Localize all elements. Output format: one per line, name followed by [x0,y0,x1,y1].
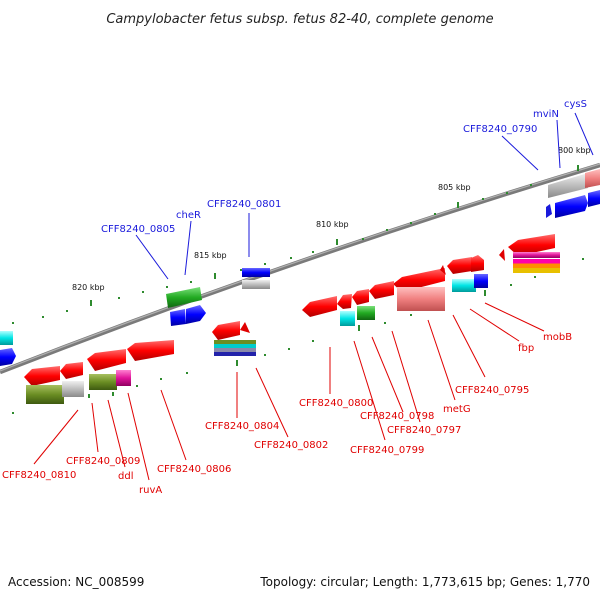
label-CFF8240_0800[interactable]: CFF8240_0800 [299,398,373,409]
scale-label-805: 805 kbp [438,183,471,192]
gene-CFF8240_0800[interactable] [337,294,352,309]
label-ruvA[interactable]: ruvA [139,485,162,496]
gene-CFF8240_0800-b[interactable] [340,311,355,326]
label-ddl[interactable]: ddl [118,471,133,482]
gene-fbp-b[interactable] [471,255,484,272]
gene-CFF8240_0805[interactable] [170,309,186,326]
gene-CFF8240_0797[interactable] [397,287,445,311]
genome-backbone [0,162,600,375]
gene-ddl-b[interactable] [116,370,131,386]
gene-CFF8240_0790[interactable] [555,195,588,218]
gene-CFF8240_0799-b[interactable] [357,306,375,320]
forward-leader-lines [135,112,594,280]
gene-arrow-small[interactable] [546,204,552,218]
label-CFF8240_0804[interactable]: CFF8240_0804 [205,421,279,432]
gene-forward-arrow[interactable] [186,305,206,324]
forward-gene-labels: cysS mviN CFF8240_0790 CFF8240_0801 cheR… [101,99,587,235]
label-CFF8240_0805[interactable]: CFF8240_0805 [101,224,175,235]
reverse-gene-labels: mobB fbp CFF8240_0795 metG CFF8240_0797 … [2,332,572,496]
label-CFF8240_0806[interactable]: CFF8240_0806 [157,464,231,475]
scale-label-800: 800 kbp [558,146,591,155]
reverse-leader-lines [33,302,545,481]
label-mobB[interactable]: mobB [543,332,572,343]
major-tick-820 [90,300,92,306]
gene-CFF8240_0802-tip[interactable] [240,322,250,333]
label-CFF8240_0809[interactable]: CFF8240_0809 [66,456,140,467]
genome-backbone-highlight [0,163,600,372]
gene-CFF8240_0795[interactable] [452,279,476,292]
label-CFF8240_0798[interactable]: CFF8240_0798 [360,411,434,422]
gene-CFF8240_0801[interactable] [242,268,270,277]
label-cheR[interactable]: cheR [176,210,201,221]
gene-metG[interactable] [393,268,445,292]
scale-label-810: 810 kbp [316,220,349,229]
label-CFF8240_0801[interactable]: CFF8240_0801 [207,199,281,210]
gene-left-blue[interactable] [0,348,16,366]
gene-CFF8240_0810[interactable] [24,366,60,386]
label-CFF8240_0795[interactable]: CFF8240_0795 [455,385,529,396]
feature-magenta[interactable] [513,252,560,258]
label-CFF8240_0810[interactable]: CFF8240_0810 [2,470,76,481]
major-tick-815 [214,273,216,279]
label-CFF8240_0799[interactable]: CFF8240_0799 [350,445,424,456]
gene-CFF8240_0806[interactable] [127,340,174,361]
gene-next-forward[interactable] [588,190,600,207]
gene-CFF8240_0809[interactable] [60,362,83,379]
gene-CFF8240_0800-c[interactable] [302,296,337,317]
gene-CFF8240_0802[interactable] [212,321,240,340]
gene-CFF8240_0795-b[interactable] [474,274,488,288]
major-tick-800 [577,165,579,171]
gene-ddl[interactable] [89,374,117,390]
gene-small-red[interactable] [499,249,505,261]
gene-left-cyan[interactable] [0,331,13,345]
gene-ruvA[interactable] [87,349,126,371]
gene-CFF8240_0801-b[interactable] [242,280,270,289]
reverse-features [24,234,560,404]
gene-mviN[interactable] [548,173,588,198]
gene-mobB[interactable] [508,234,555,256]
label-mviN[interactable]: mviN [533,109,559,120]
label-CFF8240_0797[interactable]: CFF8240_0797 [387,425,461,436]
scale-label-820: 820 kbp [72,283,105,292]
label-CFF8240_0790[interactable]: CFF8240_0790 [463,124,537,135]
label-metG[interactable]: metG [443,404,471,415]
genome-title: Campylobacter fetus subsp. fetus 82-40, … [106,12,493,27]
major-tick-810 [336,239,338,245]
gene-CFF8240_0798[interactable] [369,281,394,299]
accession-text: Accession: NC_008599 [8,575,144,589]
label-CFF8240_0802[interactable]: CFF8240_0802 [254,440,328,451]
gene-metG-tip[interactable] [440,265,446,275]
gene-fbp[interactable] [447,257,472,274]
scale-ticks [12,165,579,324]
label-fbp[interactable]: fbp [518,343,534,354]
topology-text: Topology: circular; Length: 1,773,615 bp… [259,575,590,589]
gene-CFF8240_0804[interactable] [214,340,256,356]
gene-CFF8240_0809-b[interactable] [62,381,84,397]
gene-CFF8240_0810-b[interactable] [26,385,64,404]
gene-cysS[interactable] [585,169,600,188]
scale-label-815: 815 kbp [194,251,227,260]
label-cysS[interactable]: cysS [564,99,587,110]
forward-features [0,169,600,366]
gene-CFF8240_0799[interactable] [352,289,369,305]
major-tick-805 [457,202,459,208]
gene-cheR[interactable] [166,287,202,308]
feature-stripes[interactable] [513,259,560,273]
